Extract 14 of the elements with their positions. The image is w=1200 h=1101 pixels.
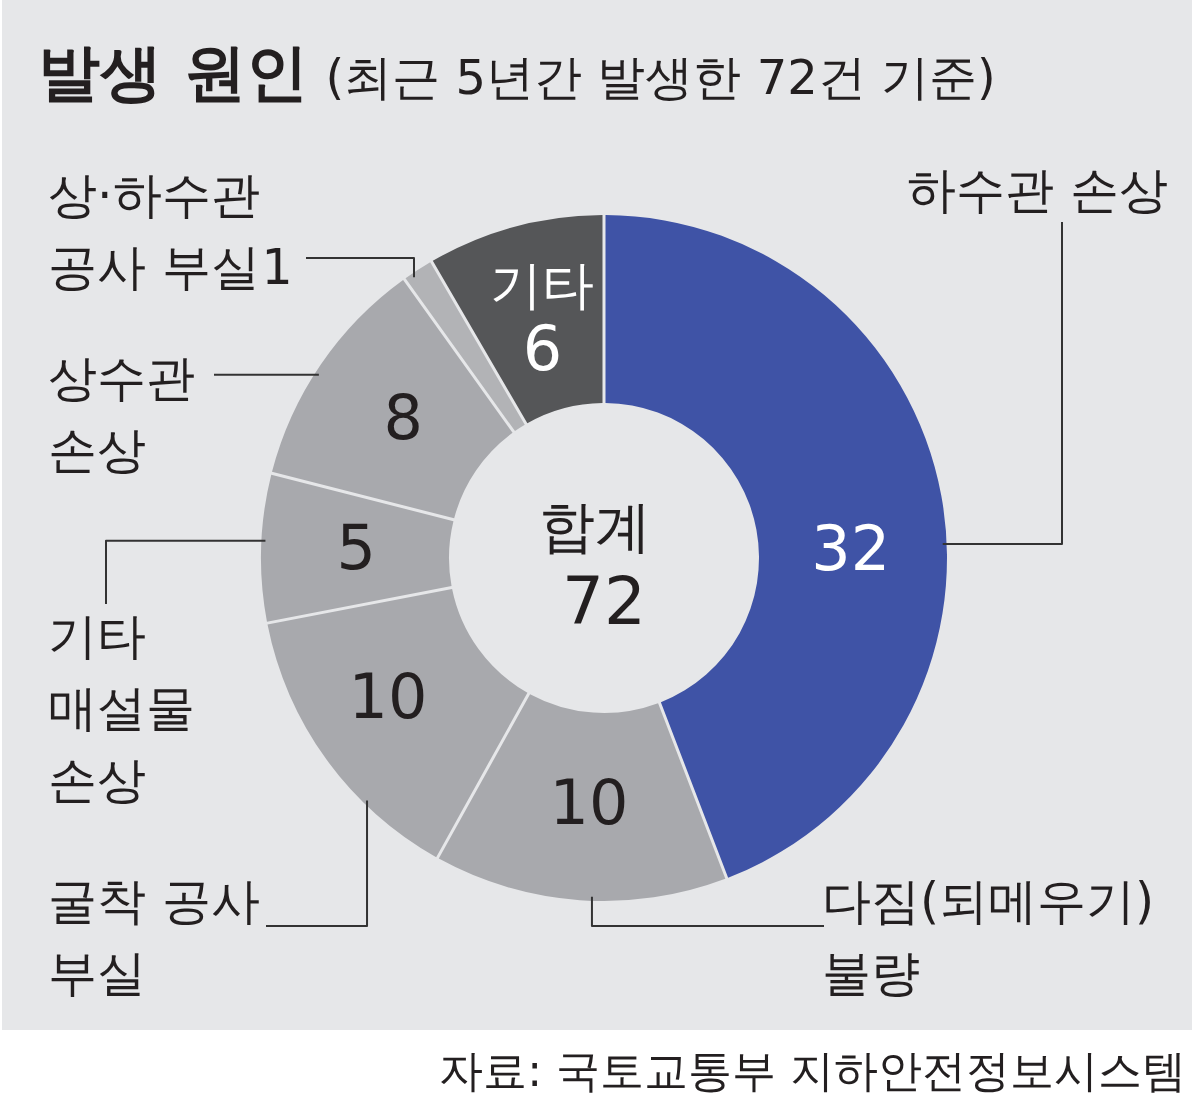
- chart-subtitle: (최근 5년간 발생한 72건 기준): [325, 49, 996, 105]
- data-label: 32: [811, 512, 891, 586]
- slice-label: 기타 매설물 손상: [48, 608, 211, 809]
- data-label: 5: [336, 511, 376, 585]
- text: 합계 72: [539, 494, 669, 640]
- data-label: 10: [348, 660, 428, 734]
- data-label: 8: [383, 380, 424, 454]
- slice-label: 다짐(되메우기) 불량: [822, 873, 1170, 1002]
- text: 자료: 국토교통부 지하안전정보시스템: [439, 1045, 1186, 1096]
- slice-label: 굴착 공사 부실: [48, 873, 276, 1002]
- slice-label: 상수관 손상: [48, 350, 211, 479]
- chart-title: 발생 원인: [38, 36, 308, 109]
- data-label: 10: [549, 765, 629, 839]
- slice-label: 하수관 손상: [907, 162, 1168, 219]
